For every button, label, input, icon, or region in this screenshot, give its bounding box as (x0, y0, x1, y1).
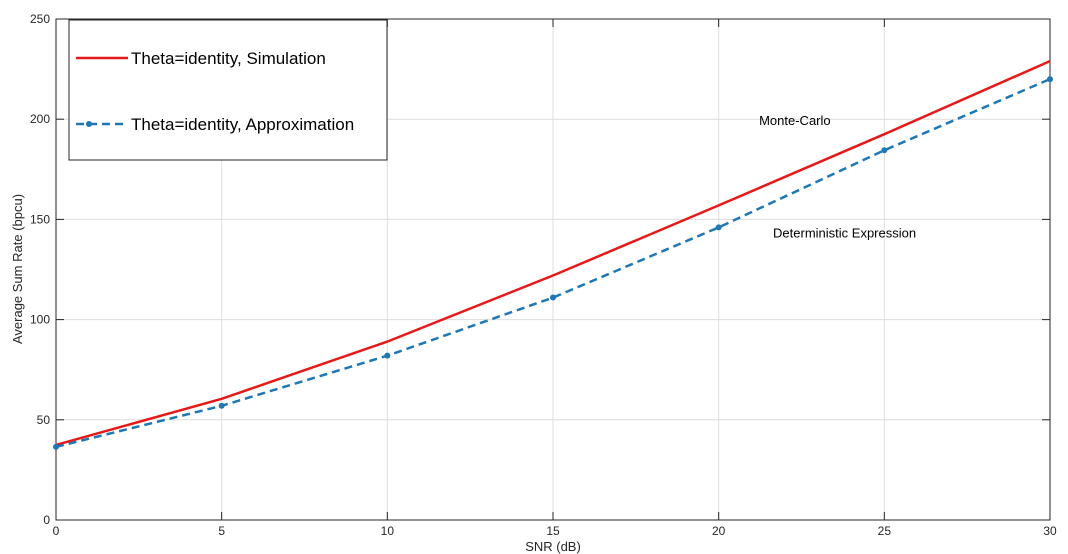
data-point (550, 294, 556, 301)
data-point (53, 443, 59, 450)
y-axis-title: Average Sum Rate (bpcu) (10, 194, 25, 344)
series-line-simulation (55, 59, 1051, 447)
x-tick-label: 15 (546, 524, 560, 538)
x-tick-label: 5 (218, 524, 225, 538)
x-tick-label: 25 (878, 524, 892, 538)
x-tick-label: 0 (53, 524, 60, 538)
legend-label-approximation: Theta=identity, Approximation (131, 115, 354, 134)
y-tick-label: 50 (37, 413, 51, 427)
y-tick-label: 100 (30, 313, 50, 327)
y-tick-label: 0 (43, 513, 50, 527)
annotation-label: Monte-Carlo (759, 113, 831, 128)
legend: Theta=identity, Simulation Theta=identit… (68, 19, 388, 161)
axis-ticks: 0 5 10 15 20 25 30 0 50 100 150 200 250 (30, 12, 1057, 538)
data-point (218, 402, 225, 409)
legend-marker-approximation (86, 121, 92, 127)
y-tick-label: 200 (30, 112, 50, 126)
data-point (715, 224, 722, 231)
data-point (881, 147, 888, 154)
x-tick-label: 30 (1043, 524, 1057, 538)
x-tick-label: 10 (381, 524, 395, 538)
data-point (384, 352, 391, 359)
y-tick-label: 250 (30, 12, 50, 26)
legend-box (68, 19, 388, 161)
data-point (1047, 76, 1053, 83)
legend-label-simulation: Theta=identity, Simulation (131, 49, 326, 68)
x-tick-label: 20 (712, 524, 726, 538)
annotations: Monte-Carlo Deterministic Expression (759, 113, 916, 240)
x-axis-title: SNR (dB) (525, 539, 581, 554)
annotation-label: Deterministic Expression (773, 225, 916, 240)
y-tick-label: 150 (30, 212, 50, 226)
series-layer (53, 59, 1053, 450)
